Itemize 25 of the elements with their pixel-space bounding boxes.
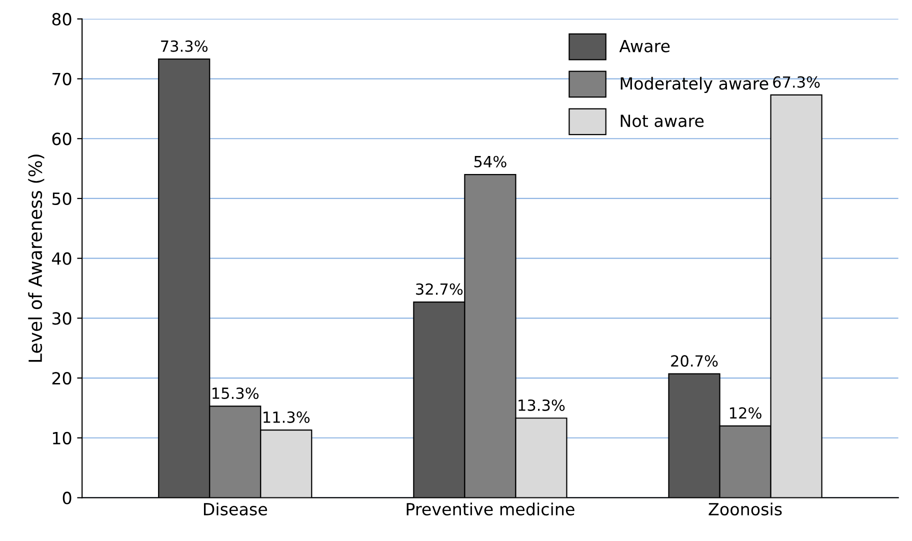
x-tick-label: Preventive medicine xyxy=(406,502,574,516)
legend-label: Not aware xyxy=(620,114,704,128)
legend-label: Moderately aware xyxy=(620,76,768,93)
y-tick-label: 30 xyxy=(52,312,72,325)
y-tick-label: 50 xyxy=(52,192,72,206)
legend-label: Aware xyxy=(619,40,670,52)
y-tick-label: 80 xyxy=(52,12,72,26)
data-label: 12% xyxy=(730,407,762,419)
y-tick-label: 60 xyxy=(52,132,72,146)
data-label: 11.3% xyxy=(264,411,310,423)
data-label: 54% xyxy=(474,156,506,168)
y-tick-label: 10 xyxy=(52,432,72,444)
x-tick-label: Disease xyxy=(204,502,268,516)
data-label: 32.7% xyxy=(416,283,463,295)
data-label: 73.3% xyxy=(161,40,208,52)
y-tick-label: 0 xyxy=(62,492,72,504)
y-tick-label: 20 xyxy=(52,372,72,385)
y-tick-label: 40 xyxy=(52,252,72,265)
data-label: 67.3% xyxy=(773,76,820,88)
data-label: 15.3% xyxy=(212,387,259,400)
x-tick-label: Zoonosis xyxy=(708,502,782,516)
data-label: 13.3% xyxy=(518,399,565,411)
y-axis-title: Level of Awareness (%) xyxy=(28,154,44,362)
y-tick-label: 70 xyxy=(52,72,72,86)
data-label: 20.7% xyxy=(671,355,718,367)
